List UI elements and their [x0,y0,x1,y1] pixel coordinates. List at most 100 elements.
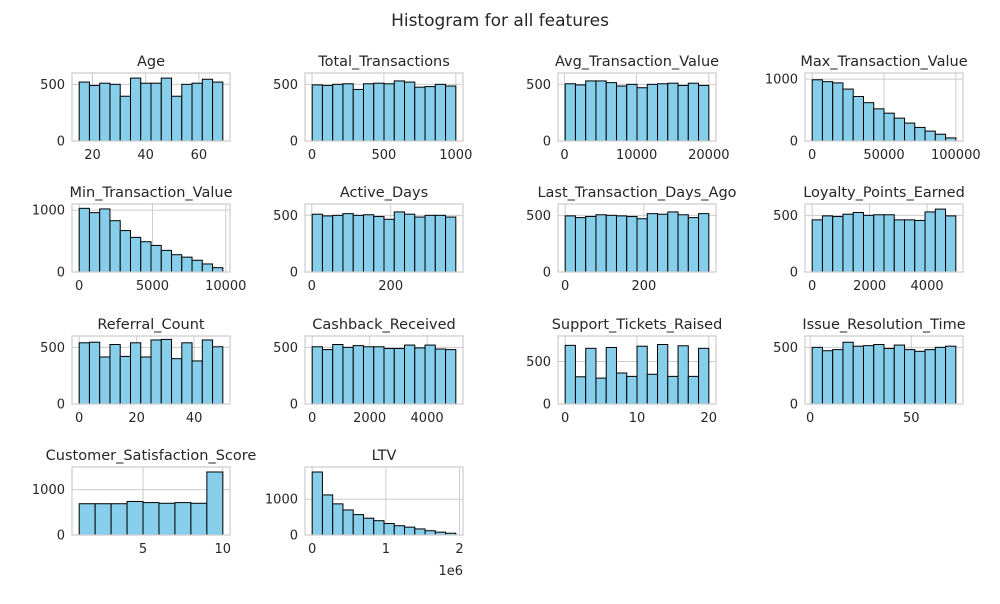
histogram-bar [445,349,457,405]
subplot-referral-count: Referral_Count 0 20 40 0 500 [40,317,231,426]
y-tick-label: 1000 [32,483,65,498]
histogram-bar [78,207,90,273]
x-tick-label: 0 [561,279,569,294]
y-tick-label: 0 [57,529,65,544]
subplot-title: Last_Transaction_Days_Ago [537,185,736,201]
figure-title: Histogram for all features [391,11,609,31]
histogram-bar [873,214,885,273]
subplot-ltv: LTV 0 1 2 0 1000 1e6 [265,448,464,579]
subplot-title: Age [137,54,165,70]
histogram-bar [564,344,576,405]
histogram-bar [615,372,628,405]
subplot-title: Issue_Resolution_Time [802,317,965,333]
x-tick-label: 0 [308,542,316,557]
histogram-bar [191,259,203,273]
histogram-bar [332,503,344,536]
x-offset-label: 1e6 [438,564,463,579]
histogram-bar [821,350,834,405]
x-tick-label: 200 [378,279,403,294]
histogram-bar [646,213,659,273]
histogram-bar [119,230,131,273]
histogram-bar [615,85,628,142]
histogram-bar [636,218,648,273]
x-tick-label: 10 [629,411,646,426]
x-tick-label: 10000 [616,148,657,163]
histogram-bar [171,254,183,273]
histogram-bar [99,82,111,142]
histogram-bar [321,215,334,273]
axes-frame [304,72,464,142]
axes-frame [804,72,964,142]
histogram-bar [88,341,101,405]
x-tick-label: 0 [560,148,568,163]
x-tick-label: 0 [561,411,569,426]
histogram-bar [362,83,375,142]
histogram-bar [698,347,710,405]
histogram-bar [404,213,416,273]
histogram-bar [181,256,193,273]
histogram-bar [434,214,447,273]
histogram-bar [414,528,426,536]
x-tick-label: 20 [128,411,145,426]
histogram-bar [78,503,96,536]
histogram-bar [893,219,906,273]
subplot-title: Max_Transaction_Value [800,54,967,70]
subplot-title: Support_Tickets_Raised [552,317,723,333]
histogram-bar [595,80,607,142]
histogram-bar [842,213,854,273]
y-tick-label: 0 [290,398,298,413]
subplot-total-transactions: Total_Transactions 0 500 1000 0 500 [273,54,472,163]
y-tick-label: 0 [790,398,798,413]
histogram-bar [626,375,638,405]
histogram-bar [362,517,375,536]
x-tick-label: 10 [215,542,232,557]
x-tick-label: 0 [308,411,316,426]
x-tick-label: 100000 [931,148,981,163]
histogram-bar [657,344,669,405]
histogram-bar [119,355,131,405]
histogram-bar [811,219,823,273]
histogram-bar [424,214,436,273]
histogram-bar [158,502,176,536]
y-tick-label: 500 [526,209,551,224]
subplot-min-transaction-value: Min_Transaction_Value 0 5000 10000 0 1000 [32,185,247,294]
y-tick-label: 0 [543,398,551,413]
histogram-bar [352,88,364,142]
histogram-bar [311,471,323,536]
histogram-bar [811,79,823,142]
histogram-bar [321,494,334,536]
histogram-bar [821,81,834,142]
histogram-bar [821,215,834,273]
histogram-bar [585,80,597,142]
histogram-bar [373,215,385,273]
histogram-bar [110,503,128,536]
histogram-bar [206,471,224,536]
histogram-bar [904,349,916,405]
histogram-bar [626,83,638,142]
histogram-bar [687,82,700,142]
subplot-title: Loyalty_Points_Earned [803,185,965,201]
histogram-bar [862,214,875,273]
histogram-bar [667,211,679,273]
histogram-bar [404,526,416,536]
histogram-bar [677,214,689,273]
y-tick-label: 0 [290,135,298,150]
histogram-bar [893,117,906,142]
histogram-bar [698,84,710,142]
y-tick-label: 500 [273,209,298,224]
histogram-bar [393,211,406,273]
histogram-bar [109,83,121,142]
histogram-bar [171,358,183,405]
histogram-bar [585,215,597,273]
histogram-bar [414,216,426,273]
histogram-bar [99,356,111,405]
histogram-bar [373,346,385,405]
histogram-bar [832,215,844,273]
axes-frame [71,72,231,142]
histogram-bar [445,216,457,273]
x-tick-label: 50 [903,411,920,426]
x-tick-label: 0 [308,279,316,294]
y-tick-label: 1000 [765,73,798,88]
